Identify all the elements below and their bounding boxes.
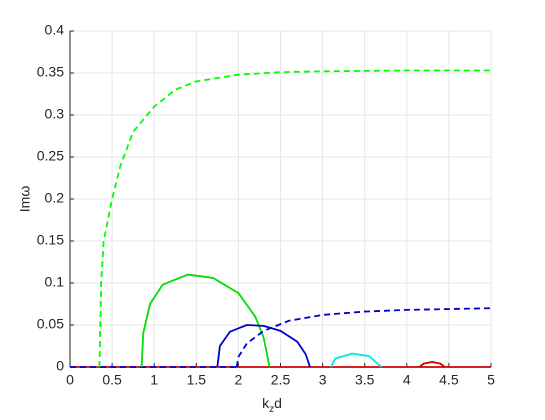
y-tick-label: 0.1 — [45, 274, 65, 290]
x-tick-label: 2 — [235, 372, 243, 388]
series-line — [98, 69, 491, 368]
y-tick-label: 0.2 — [45, 190, 65, 206]
series-line — [140, 273, 271, 368]
x-tick-label: 5 — [487, 372, 495, 388]
plot-area: 0 0.5 1 1.5 2 2.5 3 3.5 4 4.5 5 0 0.05 0.1 0.15 0.2 0.25… — [37, 22, 495, 388]
x-tick-label: 3 — [319, 372, 327, 388]
x-tick-label: 4.5 — [439, 372, 459, 388]
series-line — [330, 352, 383, 368]
series-line — [216, 324, 311, 368]
x-tick-label: 1.5 — [187, 372, 207, 388]
x-tick-label: 0 — [66, 372, 74, 388]
series-line — [235, 307, 492, 368]
y-tick-label: 0.05 — [37, 316, 64, 332]
x-tick-label: 0.5 — [102, 372, 122, 388]
x-axis-label: kzd — [262, 395, 282, 415]
series-line — [418, 361, 446, 368]
x-label-part: d — [274, 395, 282, 411]
y-tick-label: 0.35 — [37, 64, 64, 80]
x-tick-label: 4 — [403, 372, 411, 388]
y-axis-label: Imω — [17, 186, 33, 213]
y-tick-label: 0.3 — [45, 106, 65, 122]
x-tick-label: 3.5 — [355, 372, 375, 388]
y-tick-label: 0.25 — [37, 148, 64, 164]
y-tick-label: 0.4 — [45, 22, 65, 38]
y-tick-label: 0 — [56, 358, 64, 374]
x-label-part: k — [262, 395, 270, 411]
x-tick-label: 2.5 — [271, 372, 291, 388]
y-tick-label: 0.15 — [37, 232, 64, 248]
x-tick-label: 1 — [150, 372, 158, 388]
x-label-subscript: z — [269, 404, 274, 415]
